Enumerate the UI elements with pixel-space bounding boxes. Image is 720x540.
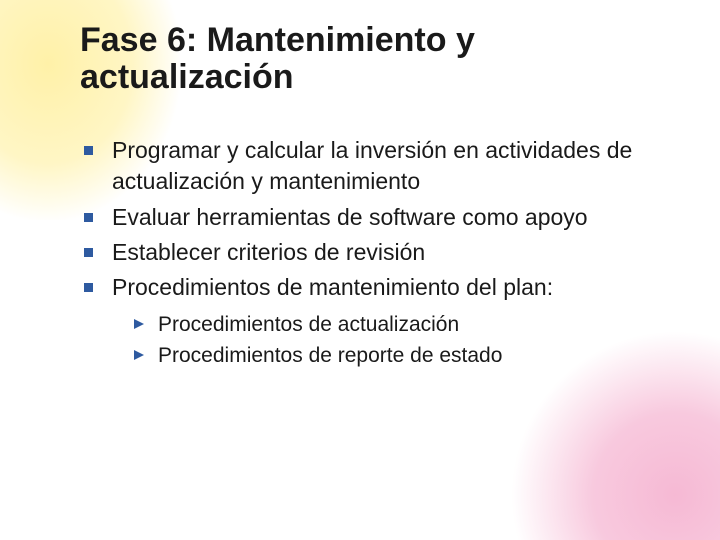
list-item: Procedimientos de actualización: [132, 309, 680, 341]
list-item: Procedimientos de mantenimiento del plan…: [80, 272, 680, 372]
slide-title: Fase 6: Mantenimiento y actualización: [80, 22, 680, 95]
list-item: Programar y calcular la inversión en act…: [80, 135, 680, 197]
bullet-text: Establecer criterios de revisión: [112, 239, 425, 265]
list-item: Procedimientos de reporte de estado: [132, 340, 680, 372]
bullet-text: Programar y calcular la inversión en act…: [112, 137, 632, 194]
slide-container: Fase 6: Mantenimiento y actualización Pr…: [0, 0, 720, 540]
bullet-text: Evaluar herramientas de software como ap…: [112, 204, 588, 230]
bullet-text: Procedimientos de mantenimiento del plan…: [112, 274, 553, 300]
list-item: Establecer criterios de revisión: [80, 237, 680, 268]
bullet-list: Programar y calcular la inversión en act…: [80, 135, 680, 371]
list-item: Evaluar herramientas de software como ap…: [80, 202, 680, 233]
bullet-text: Procedimientos de reporte de estado: [158, 344, 502, 367]
bullet-text: Procedimientos de actualización: [158, 313, 459, 336]
sub-bullet-list: Procedimientos de actualización Procedim…: [132, 309, 680, 372]
